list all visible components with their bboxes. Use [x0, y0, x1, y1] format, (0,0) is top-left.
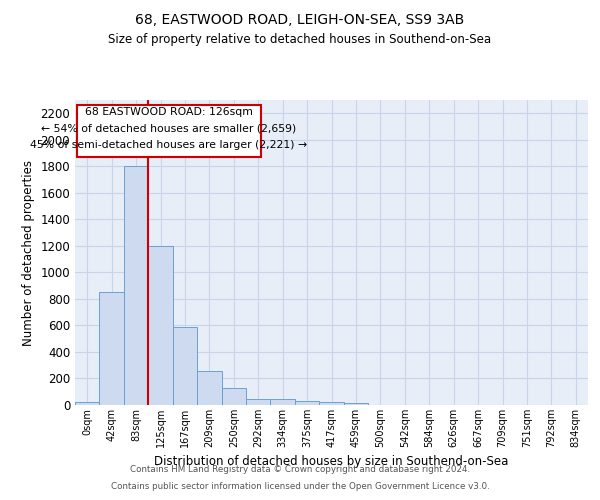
Text: Size of property relative to detached houses in Southend-on-Sea: Size of property relative to detached ho… [109, 32, 491, 46]
Bar [100, 292, 124, 405]
X-axis label: Distribution of detached houses by size in Southend-on-Sea: Distribution of detached houses by size … [154, 456, 509, 468]
Bar [221, 388, 246, 405]
Bar [295, 401, 319, 405]
Bar [148, 246, 173, 405]
Text: 68, EASTWOOD ROAD, LEIGH-ON-SEA, SS9 3AB: 68, EASTWOOD ROAD, LEIGH-ON-SEA, SS9 3AB [136, 12, 464, 26]
FancyBboxPatch shape [77, 106, 260, 157]
Bar [173, 327, 197, 405]
Text: 45% of semi-detached houses are larger (2,221) →: 45% of semi-detached houses are larger (… [30, 140, 307, 149]
Bar [124, 166, 148, 405]
Text: Contains HM Land Registry data © Crown copyright and database right 2024.: Contains HM Land Registry data © Crown c… [130, 465, 470, 474]
Y-axis label: Number of detached properties: Number of detached properties [22, 160, 35, 346]
Text: 68 EASTWOOD ROAD: 126sqm: 68 EASTWOOD ROAD: 126sqm [85, 108, 253, 118]
Bar [271, 399, 295, 405]
Text: ← 54% of detached houses are smaller (2,659): ← 54% of detached houses are smaller (2,… [41, 124, 296, 134]
Bar [319, 402, 344, 405]
Bar [197, 371, 221, 405]
Bar [246, 399, 271, 405]
Bar [75, 402, 100, 405]
Bar [344, 403, 368, 405]
Text: Contains public sector information licensed under the Open Government Licence v3: Contains public sector information licen… [110, 482, 490, 491]
